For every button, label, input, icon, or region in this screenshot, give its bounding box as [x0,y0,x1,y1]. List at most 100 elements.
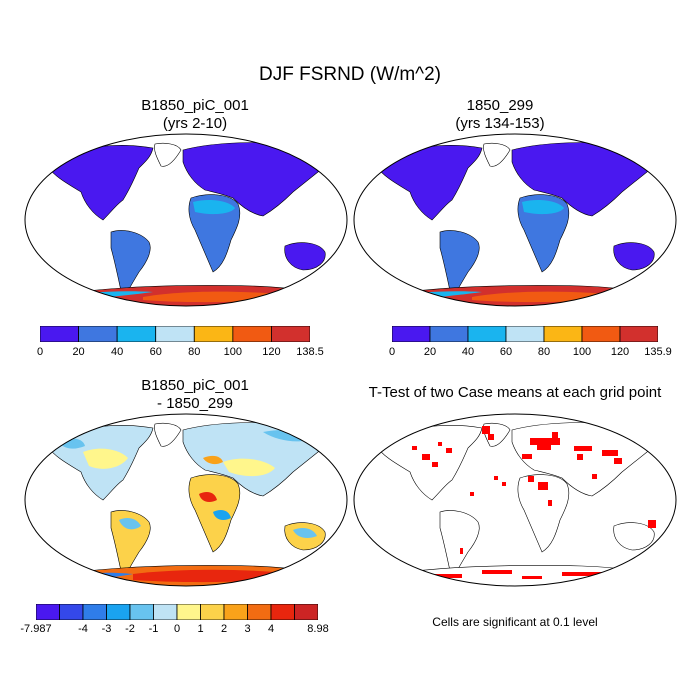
map-bottom-left [24,413,348,587]
colorbar-tick-label: 138.5 [296,346,324,358]
eurasia-orange-patch [203,455,223,465]
land-north-america [376,145,483,221]
colorbar-top-left-labels: 0 20 40 60 80 100 120 138.5 [36,346,324,360]
colorbar-top-left [39,325,311,347]
land-south-america [439,510,480,581]
australia-blue-patch [293,528,317,538]
colorbar-box [39,325,79,343]
eurasia-yellow-patch [223,458,275,477]
land-north-america [376,425,483,501]
colorbar-tick-label: 80 [537,346,551,358]
land-africa [517,474,570,553]
colorbar-top-right-boxes [391,325,659,343]
colorbar-tick-label: 3 [244,623,251,635]
colorbar-box [581,325,621,343]
africa-blue-patch [213,510,231,520]
land-greenland [483,422,511,447]
colorbar-top-left-boxes [39,325,311,343]
colorbar-box [155,325,195,343]
colorbar-box [78,325,118,343]
colorbar-box [59,603,84,621]
colorbar-tick-label: -4 [78,623,88,635]
land-australia [284,242,326,271]
colorbar-tick-label: 80 [188,346,201,358]
colorbar-tick-label: 4 [267,623,275,635]
panel-title-bottom-left: B1850_piC_001 - 1850_299 [40,377,350,413]
map-top-right [353,133,677,307]
colorbar-tick-label: 120 [262,346,281,358]
colorbar-box [223,603,248,621]
colorbar-tick-label: 1 [197,623,204,635]
panel-title-line2: (yrs 134-153) [455,115,545,132]
colorbar-tick-label: 135.9 [644,346,672,358]
antarctica-red [133,569,313,583]
colorbar-box [129,603,154,621]
colorbar-box [467,325,507,343]
colorbar-box [294,603,319,621]
colorbar-tick-label: 40 [111,346,124,358]
colorbar-bottom-left [35,603,319,625]
colorbar-tick-label: 0 [173,623,181,635]
colorbar-box [619,325,659,343]
colorbar-box [35,603,60,621]
colorbar-tick-label: 8.98 [307,623,329,635]
map-bottom-right [353,413,677,587]
colorbar-box [271,325,311,343]
panel-title-line1: 1850_299 [466,97,534,114]
colorbar-tick-label: 0 [388,346,396,358]
colorbar-tick-label: -3 [101,623,112,635]
land-australia [613,522,655,551]
na-yellow-patch [83,448,128,469]
colorbar-bottom-left-labels: -7.987 -4 -3 -2 -1 0 1 2 3 4 8.98 [20,623,328,637]
panel-title-top-left: B1850_piC_001 (yrs 2-10) [40,97,350,133]
sahara-band [193,200,235,215]
land-australia [613,242,655,271]
land-south-america [110,230,151,301]
colorbar-box [200,603,225,621]
land-south-america [110,510,151,581]
colorbar-tick-label: 60 [499,346,513,358]
map-top-left [24,133,348,307]
colorbar-tick-label: 2 [220,623,228,635]
colorbar-box [505,325,545,343]
colorbar-top-right-labels: 0 20 40 60 80 100 120 135.9 [388,346,672,360]
colorbar-tick-label: 20 [423,346,437,358]
colorbar-box [193,325,234,343]
panel-title-bottom-right: T-Test of two Case means at each grid po… [352,384,678,402]
land-africa [517,194,570,273]
land-greenland [483,142,511,167]
colorbar-tick-label: 0 [36,346,44,358]
colorbar-box [176,603,201,621]
land-north-america [47,145,154,221]
colorbar-tick-label: -7.987 [20,623,52,635]
colorbar-box [232,325,272,343]
colorbar-top-right [391,325,659,347]
significance-cells [412,426,656,579]
colorbar-tick-label: -2 [125,623,135,635]
colorbar-tick-label: 60 [149,346,162,358]
significance-note: Cells are significant at 0.1 level [432,615,598,629]
colorbar-tick-label: 100 [572,346,592,358]
panel-title-line1: T-Test of two Case means at each grid po… [368,384,662,401]
colorbar-box [106,603,131,621]
colorbar-tick-label: 120 [610,346,630,358]
land-antarctica [359,565,673,586]
colorbar-box [391,325,431,343]
colorbar-box [82,603,107,621]
colorbar-tick-label: -1 [148,623,159,635]
land-greenland [154,142,182,167]
colorbar-tick-label: 100 [223,346,243,358]
colorbar-bottom-left-boxes [35,603,319,621]
colorbar-tick-label: 40 [461,346,475,358]
africa-red-patch [199,492,217,502]
panel-title-line2: (yrs 2-10) [162,115,228,132]
sahara-band [522,200,564,215]
sa-blue-patch [119,518,141,530]
figure-title: DJF FSRND (W/m^2) [258,64,441,85]
land-africa [188,194,241,273]
panel-title-line2: - 1850_299 [157,395,233,412]
colorbar-box [543,325,583,343]
panel-title-line1: B1850_piC_001 [141,377,249,394]
colorbar-box [270,603,295,621]
colorbar-box [429,325,469,343]
